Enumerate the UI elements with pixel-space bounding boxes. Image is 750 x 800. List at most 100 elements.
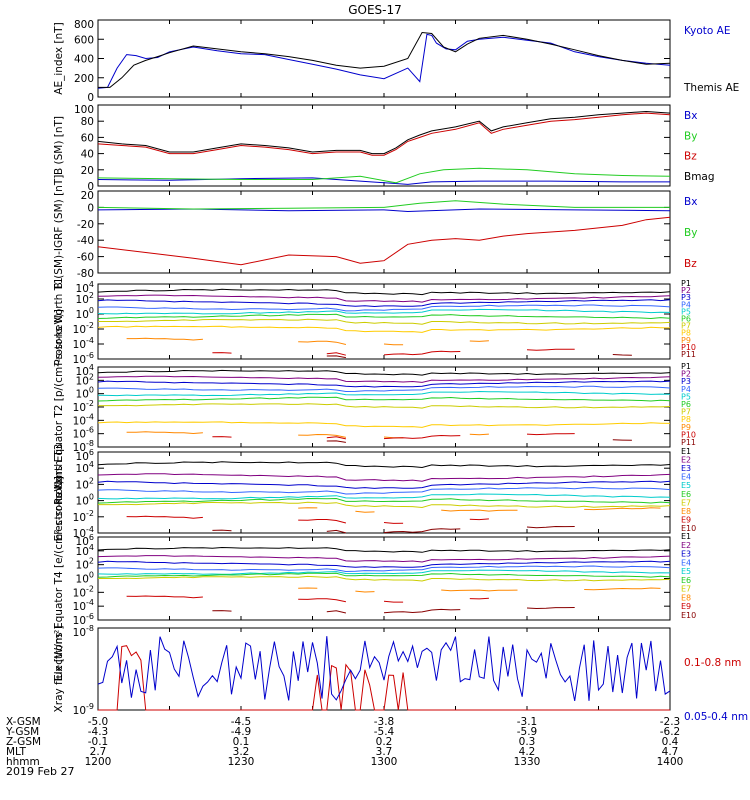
y-tick-label: 20 [81, 165, 94, 177]
legend-e6: E6 [681, 490, 691, 499]
series-line-p9 [126, 337, 203, 341]
y-tick-label: 60 [81, 132, 94, 144]
y-tick-label: 10-9 [73, 702, 94, 717]
y-axis-label: AE_index [nT] [53, 22, 65, 94]
series-line-e6 [97, 497, 671, 504]
date-label: 2019 Feb 27 [6, 765, 74, 778]
series-line-e8 [441, 589, 518, 592]
series-line-e9 [383, 600, 404, 603]
series-line-e8 [355, 590, 375, 593]
x-axis-row-label: Y-GSM [5, 726, 39, 738]
series-line-e9 [469, 597, 489, 600]
y-tick-label: 20 [81, 190, 94, 202]
series-line-p10 [326, 436, 347, 440]
legend-e2: E2 [681, 541, 691, 550]
series-line-xray-short [97, 636, 671, 701]
legend-p8: P8 [681, 329, 691, 338]
x-axis-value: 0.4 [662, 736, 679, 748]
series-line-e10 [212, 610, 232, 612]
x-axis-value: 3.2 [233, 746, 250, 758]
y-tick-label: 80 [81, 116, 94, 128]
legend-e10: E10 [681, 524, 696, 533]
x-axis-value: 0.3 [519, 736, 536, 748]
series-line-p10 [326, 352, 347, 356]
legend-p2: P2 [681, 370, 691, 379]
series-line-e10 [326, 529, 347, 534]
legend-e5: E5 [681, 481, 691, 490]
legend-p6: P6 [681, 400, 691, 409]
legend-bz: Bz [684, 151, 697, 163]
series-line-e1 [97, 461, 671, 469]
y-tick-label: 104 [76, 460, 94, 475]
x-axis-row-label: hhmm [6, 756, 40, 768]
panel-frame [97, 451, 671, 534]
y-tick-label: 0 [87, 202, 94, 214]
x-axis-row-label: X-GSM [6, 716, 41, 728]
x-axis-value: -5.0 [88, 716, 109, 728]
series-line-e9 [126, 595, 203, 599]
y-tick-label: 100 [76, 306, 94, 321]
series-line-p8 [97, 325, 671, 333]
y-axis-label: B (SM) [nT] [53, 116, 65, 175]
x-axis-value: 1400 [657, 756, 684, 768]
legend-e2: E2 [681, 456, 691, 465]
series-line-p4 [97, 385, 671, 393]
x-axis-value: 4.2 [519, 746, 536, 758]
series-line-by [97, 167, 671, 184]
series-line-p9 [383, 343, 404, 346]
y-tick-label: 100 [76, 493, 94, 508]
legend-e4: E4 [681, 473, 691, 482]
legend-bz: Bz [684, 258, 697, 270]
legend-p9: P9 [681, 423, 691, 432]
series-line-p7 [98, 318, 671, 325]
legend-e3: E3 [681, 550, 691, 559]
series-line-p5 [97, 390, 671, 397]
legend-e1: E1 [681, 447, 691, 456]
x-axis-value: 0.2 [376, 736, 393, 748]
x-axis-value: -4.5 [231, 716, 252, 728]
y-tick-label: -80 [77, 268, 94, 280]
legend-p9: P9 [681, 336, 691, 345]
series-line-e1 [97, 546, 671, 553]
legend-e3: E3 [681, 464, 691, 473]
series-line-e8 [355, 510, 375, 513]
y-tick-label: 10-2 [73, 584, 94, 599]
legend-e5: E5 [681, 567, 691, 576]
y-axis-label: Protons Equator T2 [p/(cm²-s-sr-keV)] [53, 309, 65, 505]
y-tick-label: 100 [76, 571, 94, 586]
series-line-p10 [383, 434, 461, 440]
legend-by: By [684, 130, 697, 142]
series-line-e4 [97, 565, 671, 573]
series-line-p8 [97, 421, 671, 428]
y-tick-label: 10-2 [73, 321, 94, 336]
x-axis-value: -2.3 [660, 716, 681, 728]
series-line-p10 [526, 433, 575, 436]
legend-p10: P10 [681, 430, 696, 439]
series-line-e10 [526, 525, 575, 529]
series-line-e10 [326, 610, 347, 614]
series-line-p9 [298, 433, 347, 438]
series-line-p9 [126, 431, 203, 435]
series-line-e9 [383, 522, 404, 524]
series-line-e9 [126, 515, 203, 519]
legend-e8: E8 [681, 507, 691, 516]
series-line-p1 [97, 369, 671, 376]
y-axis-label: Electrons Equator T4 [e/(cm²-s-sr-keV)] [53, 476, 65, 681]
series-line-p10 [383, 350, 461, 356]
legend-p6: P6 [681, 315, 691, 324]
series-line-p9 [469, 433, 489, 436]
series-line-e9 [298, 598, 347, 603]
y-axis-label: B (SM)-IGRF (SM) [nT] [53, 175, 65, 290]
panel-8: 10-8 10-9 Xray flux [W/m²] 0.1-0.8 nm 0.05-0… [53, 624, 748, 723]
series-line-e2 [97, 555, 671, 563]
legend-xray-short: 0.05-0.4 nm [684, 711, 748, 723]
x-axis-value: 1230 [228, 756, 255, 768]
legend-p1: P1 [681, 279, 691, 288]
series-line-p11 [326, 355, 346, 359]
x-axis-row-label: Z-GSM [6, 736, 41, 748]
y-tick-label: 0 [87, 181, 94, 193]
